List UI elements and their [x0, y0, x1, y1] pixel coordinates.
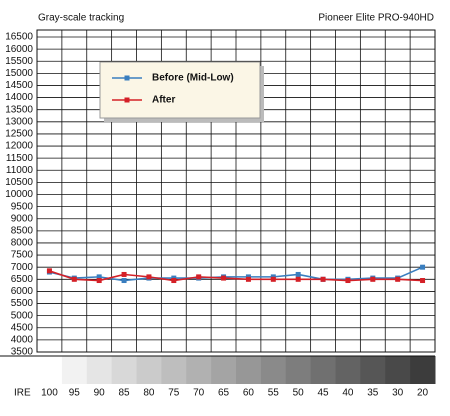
x-tick-label: 40	[342, 388, 354, 399]
gray-swatch	[360, 356, 386, 384]
chart-title: Gray-scale tracking	[38, 13, 124, 24]
x-tick-label: 75	[168, 388, 180, 399]
y-tick-label: 5500	[11, 298, 34, 309]
y-tick-label: 6000	[11, 286, 34, 297]
x-tick-label: 35	[367, 388, 379, 399]
gray-swatch	[335, 356, 361, 384]
legend-label: After	[152, 95, 175, 106]
y-tick-label: 5000	[11, 310, 34, 321]
data-point	[121, 271, 127, 277]
legend-label: Before (Mid-Low)	[152, 73, 234, 84]
gray-swatch	[385, 356, 411, 384]
x-tick-label: 45	[318, 388, 330, 399]
x-tick-label: 95	[69, 388, 81, 399]
legend-box	[99, 61, 261, 119]
data-point	[345, 278, 351, 284]
plot-frame	[36, 29, 436, 353]
y-tick-label: 14500	[5, 80, 33, 91]
gray-swatch	[86, 356, 113, 384]
x-tick-label: 70	[193, 388, 205, 399]
data-point	[96, 274, 102, 280]
legend-marker	[124, 75, 130, 81]
x-tick-label: 100	[41, 388, 58, 399]
data-point	[395, 276, 401, 282]
data-point	[71, 276, 77, 282]
data-point	[295, 271, 301, 277]
gray-swatch	[37, 356, 63, 384]
y-tick-label: 16500	[5, 32, 33, 43]
y-tick-label: 12500	[5, 129, 33, 140]
y-tick-label: 15000	[5, 68, 33, 79]
y-tick-label: 13500	[5, 104, 33, 115]
y-tick-label: 10000	[5, 189, 33, 200]
data-point	[420, 278, 426, 284]
data-point	[121, 278, 127, 284]
gray-swatch	[410, 356, 436, 384]
x-tick-label: 20	[417, 388, 429, 399]
y-tick-label: 6500	[11, 274, 34, 285]
x-tick-label: 30	[392, 388, 404, 399]
y-tick-label: 8000	[11, 238, 34, 249]
x-tick-label: 55	[268, 388, 280, 399]
data-point	[171, 278, 177, 284]
y-tick-label: 13000	[5, 116, 33, 127]
gray-swatch	[310, 356, 336, 384]
y-tick-label: 8500	[11, 225, 34, 236]
data-point	[96, 278, 102, 284]
data-point	[320, 276, 326, 282]
y-tick-label: 10500	[5, 177, 33, 188]
data-point	[270, 276, 276, 282]
gray-swatch	[111, 356, 137, 384]
y-tick-label: 14000	[5, 92, 33, 103]
data-point	[221, 275, 227, 281]
y-tick-label: 12000	[5, 141, 33, 152]
gray-swatch	[161, 356, 187, 384]
x-tick-label: 50	[293, 388, 305, 399]
y-tick-label: 7000	[11, 262, 34, 273]
y-tick-label: 11000	[6, 165, 34, 176]
y-tick-label: 7500	[11, 250, 34, 261]
y-tick-label: 4500	[11, 322, 34, 333]
data-point	[295, 276, 301, 282]
y-tick-label: 16000	[5, 44, 33, 55]
series-line	[49, 270, 423, 282]
x-tick-label: 80	[143, 388, 155, 399]
y-tick-label: 3500	[11, 347, 34, 358]
legend-marker	[124, 97, 130, 103]
data-point	[420, 264, 426, 270]
x-tick-label: 90	[94, 388, 106, 399]
y-tick-label: 4000	[11, 335, 34, 346]
y-tick-label: 9000	[11, 213, 34, 224]
y-tick-label: 15500	[5, 56, 33, 67]
x-tick-label: 60	[243, 388, 255, 399]
x-tick-label: 65	[218, 388, 230, 399]
data-point	[196, 274, 202, 280]
data-point	[46, 268, 52, 274]
x-tick-label: 85	[119, 388, 131, 399]
data-point	[370, 276, 376, 282]
gray-swatch	[236, 356, 262, 384]
gray-swatch	[186, 356, 212, 384]
gray-swatch	[136, 356, 162, 384]
series-line	[49, 266, 423, 282]
gray-swatch	[285, 356, 312, 384]
y-tick-label: 11500	[6, 153, 34, 164]
gray-swatch	[61, 356, 88, 384]
x-axis-label: IRE	[14, 388, 31, 399]
y-tick-label: 9500	[11, 201, 34, 212]
chart-subtitle: Pioneer Elite PRO-940HD	[318, 13, 434, 24]
data-point	[146, 274, 152, 280]
gray-swatch	[260, 356, 287, 384]
gray-swatch	[211, 356, 237, 384]
data-point	[245, 276, 251, 282]
